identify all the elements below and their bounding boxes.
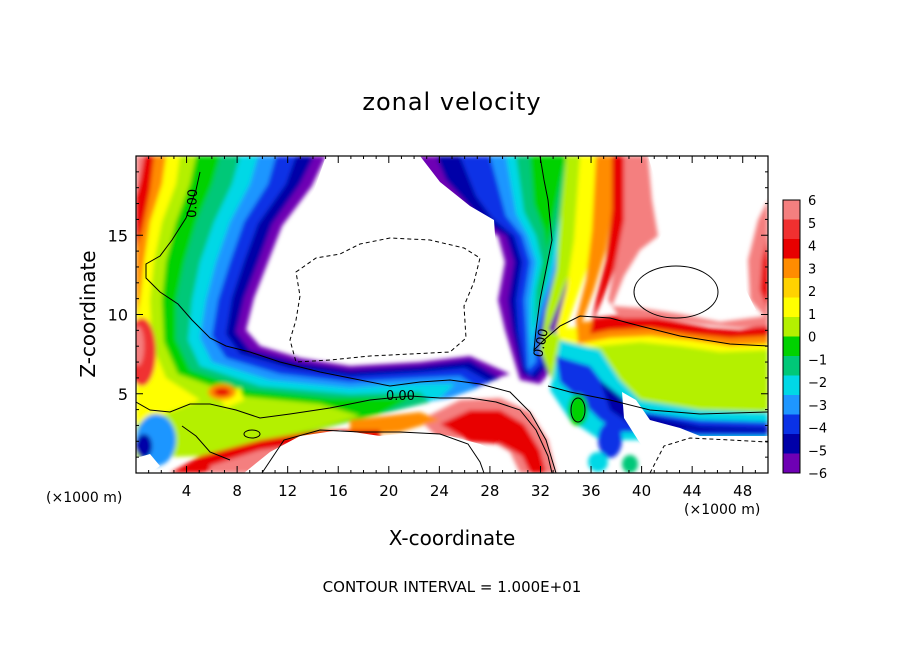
colorbar-segment: [783, 336, 800, 357]
field-blob-cyan: [588, 452, 608, 472]
x-tick-label: 36: [581, 482, 600, 500]
field-white-lower-centre: [244, 430, 512, 473]
colorbar-label: 3: [808, 262, 816, 277]
field-band-left-pink: [136, 156, 144, 196]
field-white-lower-right: [622, 392, 768, 473]
colorbar-segment: [783, 297, 800, 318]
x-tick-label: 28: [480, 482, 499, 500]
x-axis: [148, 156, 756, 473]
x-axis-label: X-coordinate: [388, 526, 516, 550]
contour-zero-bottom-left: [181, 425, 231, 461]
field-right-red: [590, 156, 768, 338]
x-tick-label: 8: [232, 482, 242, 500]
y-tick-label: 10: [108, 306, 128, 325]
colorbar-label: −4: [808, 422, 827, 437]
field-bottom-red: [440, 410, 546, 473]
colorbar-segment: [783, 219, 800, 240]
contour-zero-lower: [136, 395, 553, 473]
colorbar-segment: [783, 375, 800, 396]
x-tick-label: 32: [531, 482, 550, 500]
colorbar-segment: [783, 356, 800, 376]
colorbar-label: −6: [808, 467, 827, 482]
contour-positive-right: [633, 265, 719, 319]
field-white-right: [632, 156, 768, 316]
x-tick-label: 44: [683, 482, 702, 500]
x-unit-label-right: (×1000 m): [684, 502, 761, 518]
y-axis: [136, 171, 768, 458]
colorbar-segment: [783, 395, 800, 415]
contour-zero-left: [145, 171, 557, 473]
colorbar-label: −2: [808, 376, 827, 391]
colorbar-label: 5: [808, 217, 816, 232]
x-tick-label: 40: [632, 482, 651, 500]
colorbar-segment: [783, 258, 800, 279]
colorbar-label: 4: [808, 240, 816, 255]
colorbar-segment: [783, 239, 800, 259]
field-blob-red: [214, 388, 230, 396]
field-band-left-teal: [136, 156, 430, 448]
contour-zero-middle: [533, 156, 768, 352]
contour-interval-note: CONTOUR INTERVAL = 1.000E+01: [322, 578, 582, 596]
x-tick-label: 4: [182, 482, 192, 500]
x-tick-label: 24: [430, 482, 449, 500]
colorbar-segment: [783, 200, 800, 220]
colorbar-label: 0: [808, 331, 816, 346]
colorbar-label: −3: [808, 399, 827, 414]
field-blob-teal: [622, 455, 638, 473]
contour-positive-small: [570, 397, 586, 423]
field-white-lower-left: [136, 454, 160, 473]
field-blob-navy: [136, 434, 152, 458]
contour-positive-tiny: [243, 429, 261, 439]
field-white-upper: [262, 156, 496, 348]
colorbar-frame: [782, 199, 801, 474]
contour-label-lower: 0.00: [386, 389, 415, 404]
contour-label-upper-left: 0.00: [185, 189, 201, 218]
field-blob-left-pink: [136, 326, 144, 366]
y-tick-label: 15: [108, 226, 128, 245]
chart-title: zonal velocity: [362, 88, 542, 116]
field-band-left-green: [136, 156, 410, 452]
colorbar: [783, 200, 800, 474]
field-column-teal: [516, 156, 574, 330]
colorbar-label: −1: [808, 353, 827, 368]
x-unit-label-left: (×1000 m): [46, 490, 123, 506]
x-tick-label: 20: [379, 482, 398, 500]
colorbar-segment: [783, 434, 800, 454]
x-tick-label: 48: [733, 482, 752, 500]
colorbar-label: 2: [808, 285, 816, 300]
colorbar-segment: [783, 278, 800, 298]
contour-zero-right: [547, 385, 768, 415]
colorbar-label: −5: [808, 444, 827, 459]
colorbar-label: 6: [808, 194, 816, 209]
x-tick-label: 12: [278, 482, 297, 500]
contour-negative-lower-right: [649, 437, 768, 473]
contour-label-middle: 0.00: [531, 327, 552, 358]
field-band-left-lime: [136, 156, 360, 458]
field-right-edge-red: [760, 236, 768, 310]
x-tick-label: 16: [329, 482, 348, 500]
colorbar-segment: [783, 414, 800, 435]
field-band-left-red: [136, 156, 154, 250]
field-blob-blue: [598, 422, 622, 458]
field-column-green: [530, 156, 566, 300]
contour-positive-bottom: [261, 429, 485, 473]
contour-negative-upper: [289, 237, 481, 363]
field-right-pink: [608, 156, 768, 328]
colorbar-segment: [783, 317, 800, 337]
y-axis-label: Z-coordinate: [76, 250, 100, 378]
colorbar-segment: [783, 453, 800, 474]
colorbar-label: 1: [808, 308, 816, 323]
y-tick-label: 5: [118, 385, 128, 404]
field-right-blue: [556, 356, 768, 436]
